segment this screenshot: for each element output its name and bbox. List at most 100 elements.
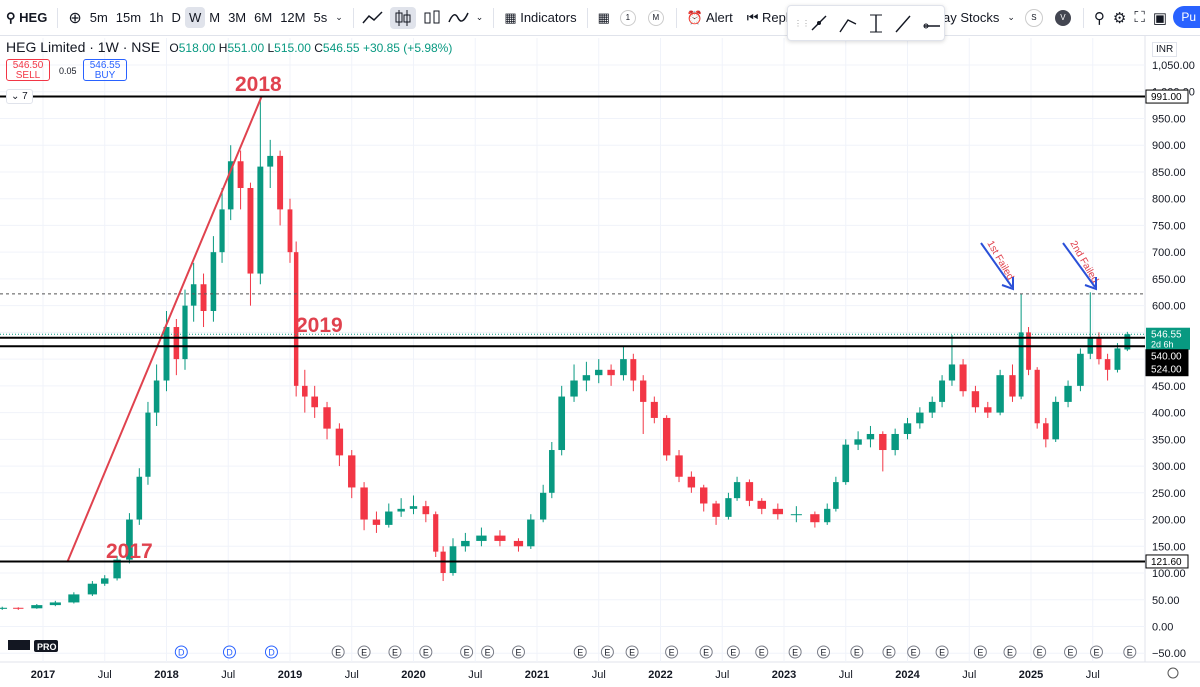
candle-body	[1034, 369, 1040, 424]
candle-body	[595, 369, 603, 376]
settings-gear[interactable]	[1167, 667, 1179, 679]
event-marker	[264, 645, 278, 659]
interval[interactable]: 15m	[115, 10, 142, 25]
event-label: D	[178, 648, 185, 658]
watchlist-button[interactable]: ay Stocks	[943, 10, 1000, 25]
separator	[57, 7, 59, 28]
dropdown[interactable]: ⌄	[335, 12, 343, 22]
currency[interactable]: INR	[1152, 42, 1178, 57]
event-marker	[1003, 645, 1017, 659]
candle-body	[1018, 332, 1024, 397]
candle-body	[1077, 353, 1084, 386]
ohlc-key: H	[218, 41, 228, 55]
interval[interactable]: 12M	[280, 10, 306, 25]
sell-label[interactable]: SELL	[15, 70, 41, 81]
logo-badge	[34, 640, 58, 652]
avatar[interactable]: V	[1054, 9, 1071, 26]
badge[interactable]: M	[647, 9, 664, 26]
y-tick-label: 950.00	[1152, 113, 1186, 125]
search-icon[interactable]: ⚲	[1093, 9, 1105, 27]
candle-body	[267, 155, 274, 167]
indicator-count[interactable]: 7	[22, 91, 28, 102]
countdown: 2d 6h	[1151, 340, 1174, 350]
symbol-search[interactable]: ⚲ HEG	[6, 9, 48, 25]
buy-button[interactable]: 546.55 BUY	[83, 59, 127, 81]
interval[interactable]: 5m	[89, 10, 108, 25]
separator	[675, 7, 677, 28]
y-tick-label: 350.00	[1152, 434, 1186, 446]
event-marker	[573, 645, 587, 659]
buy-price[interactable]: 546.55	[89, 60, 121, 71]
buy-label[interactable]: BUY	[94, 70, 116, 81]
candle-body	[461, 540, 470, 547]
indicators-button[interactable]: ▦ Indicators	[504, 9, 577, 25]
interval[interactable]: 1h	[149, 10, 164, 25]
candle-body	[620, 359, 627, 376]
interval-selected[interactable]: W	[184, 7, 206, 28]
candle-icon[interactable]	[389, 6, 416, 29]
alert-label[interactable]: Alert	[705, 9, 733, 25]
candle-body	[1104, 359, 1111, 370]
indicator-toggle[interactable]: ⌄ 7	[6, 89, 33, 104]
settings-icon[interactable]: ⚙	[1112, 9, 1127, 27]
candle-body	[68, 594, 80, 603]
sell-button[interactable]: 546.50 SELL	[6, 59, 50, 81]
event-label: D	[226, 648, 233, 658]
candle-body	[959, 364, 967, 392]
candle-body	[31, 605, 43, 609]
sell-price[interactable]: 546.50	[12, 60, 44, 71]
arrow-head	[1001, 277, 1014, 291]
candle-body	[712, 503, 720, 517]
compare-button[interactable]: ⊕	[68, 9, 82, 27]
y-tick-label: 600.00	[1152, 301, 1186, 313]
candle-body	[476, 535, 487, 541]
candle-body	[1052, 401, 1060, 440]
candle-body	[0, 607, 8, 609]
interval[interactable]: 5s	[313, 10, 328, 25]
publish-button[interactable]: Pu	[1173, 6, 1200, 28]
layout-icon[interactable]: ▦	[597, 9, 610, 25]
avatar[interactable]: S	[1024, 8, 1043, 27]
event-label: E	[577, 648, 583, 658]
snapshot-icon[interactable]: ▣	[1152, 9, 1168, 27]
candle-body	[136, 476, 143, 520]
logo: PRO	[8, 640, 58, 652]
alert-button[interactable]: ⏰ Alert	[686, 9, 733, 25]
interval[interactable]: 3M	[228, 10, 247, 25]
candle-body	[277, 155, 284, 210]
level-label: 524.00	[1151, 365, 1182, 376]
candle-body	[879, 433, 887, 451]
event-marker	[625, 645, 639, 659]
fullscreen-icon[interactable]: ⛶	[1134, 9, 1145, 26]
event-marker	[460, 645, 474, 659]
bars-icon[interactable]	[420, 8, 446, 28]
y-tick-label: −50.00	[1152, 648, 1186, 660]
indicators-label[interactable]: Indicators	[520, 9, 577, 25]
candle-body	[558, 396, 566, 451]
line-chart-icon[interactable]	[360, 8, 386, 28]
event-marker	[882, 645, 896, 659]
y-tick-label: 750.00	[1152, 220, 1186, 232]
candle-body	[190, 284, 197, 306]
candle-body	[200, 284, 207, 311]
ohlc-key: C	[314, 41, 323, 55]
ray-tool[interactable]	[895, 15, 911, 33]
indicator-icon[interactable]	[446, 8, 472, 28]
candle-body	[948, 364, 956, 381]
symbol[interactable]: HEG	[19, 9, 48, 25]
candle-body	[733, 482, 741, 499]
candle-body	[1114, 348, 1121, 370]
path-tool[interactable]	[839, 19, 857, 33]
dropdown[interactable]: ⌄	[475, 12, 484, 22]
legend: HEG Limited · 1W · NSE O518.00 H551.00 L…	[6, 39, 452, 55]
interval[interactable]: 6M	[254, 10, 273, 25]
interval[interactable]: M	[209, 10, 221, 25]
badge[interactable]: 1	[619, 9, 636, 26]
event-marker	[222, 645, 236, 659]
dropdown[interactable]: ⌄	[1007, 12, 1015, 22]
legend-title: HEG Limited · 1W · NSE	[6, 39, 161, 55]
interval[interactable]: D	[171, 10, 181, 25]
candle-body	[173, 327, 180, 360]
change: +30.85 (+5.98%)	[362, 41, 453, 55]
